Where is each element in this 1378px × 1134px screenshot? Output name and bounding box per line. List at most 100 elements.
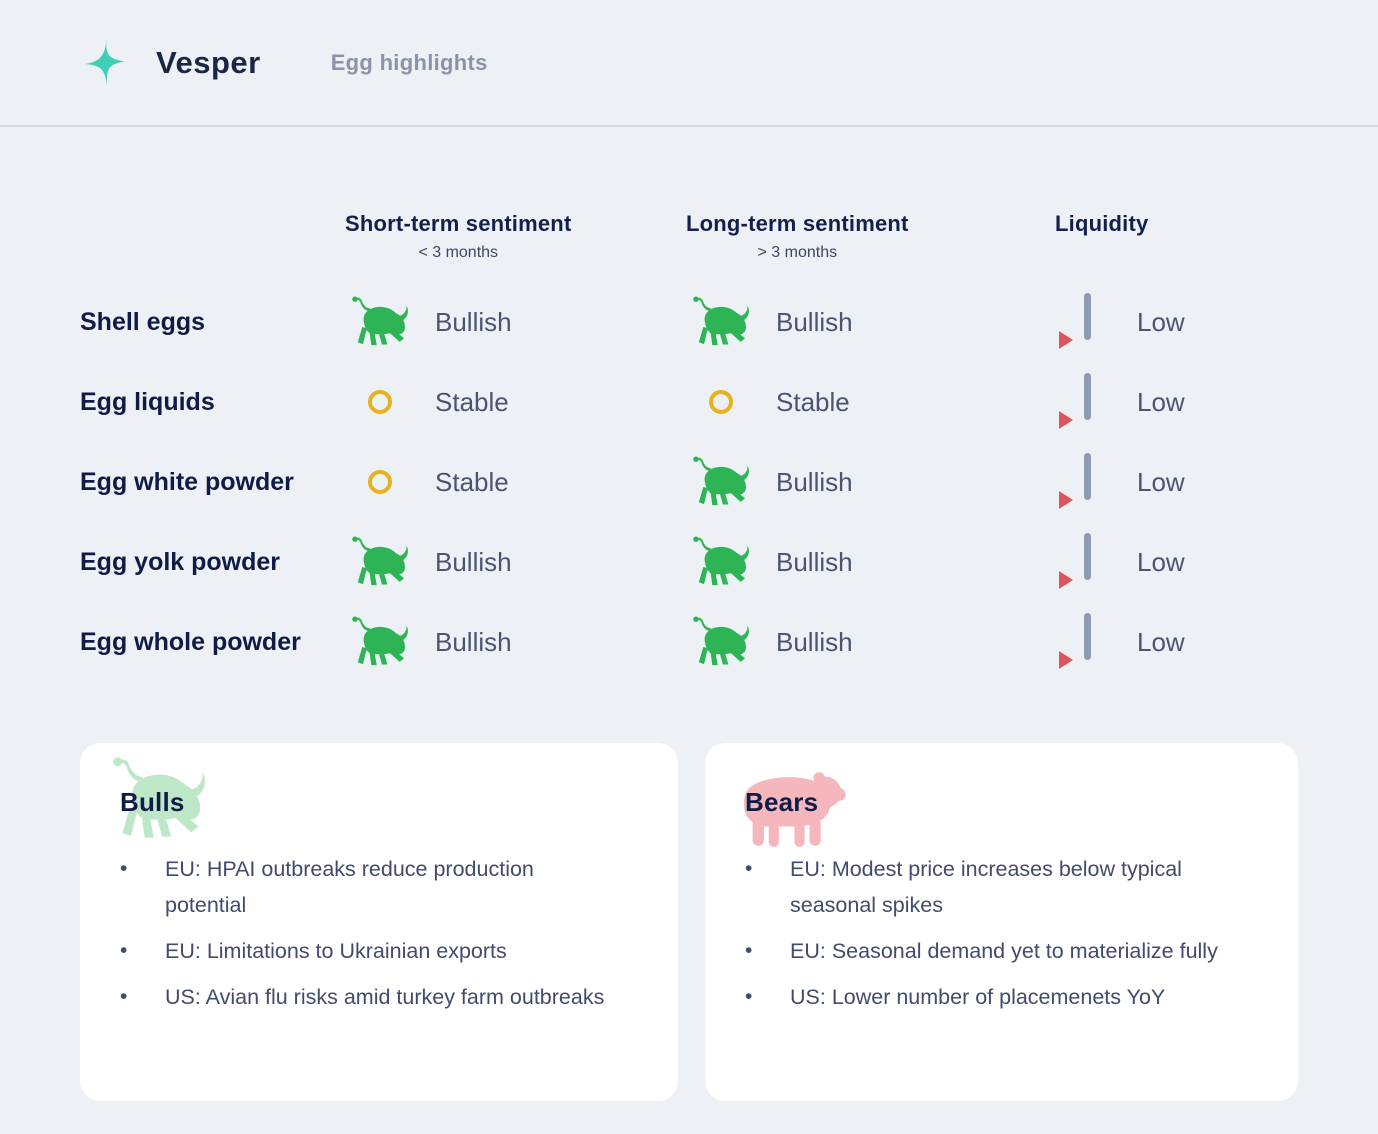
long-term-sentiment-cell: Bullish xyxy=(686,522,1055,602)
table-body: Shell eggs Bullish Bullish xyxy=(80,282,1378,682)
liquidity-cell: Low xyxy=(1055,602,1378,682)
sentiment-icon-slot xyxy=(345,615,415,669)
sentiment-label: Bullish xyxy=(435,306,512,337)
sentiment-label: Bullish xyxy=(435,546,512,577)
short-term-sentiment-cell: Stable xyxy=(345,362,686,442)
list-item-text: EU: Seasonal demand yet to materialize f… xyxy=(790,939,1218,963)
table-header-row: Short-term sentiment < 3 months Long-ter… xyxy=(80,211,1378,262)
triangle-right-icon xyxy=(1059,651,1073,669)
bull-icon xyxy=(347,615,413,669)
liquidity-bar xyxy=(1084,613,1091,660)
long-term-sentiment-cell: Bullish xyxy=(686,282,1055,362)
stable-circle-icon xyxy=(368,470,392,494)
short-term-sentiment-cell: Bullish xyxy=(345,602,686,682)
list-item-text: EU: Modest price increases below typical… xyxy=(790,857,1182,917)
sentiment-label: Bullish xyxy=(776,546,853,577)
bullet-dot: • xyxy=(120,939,128,962)
liquidity-bar xyxy=(1084,533,1091,580)
app-header: Vesper Egg highlights xyxy=(0,0,1378,127)
bull-icon xyxy=(688,535,754,589)
bears-card-header: Bears xyxy=(705,743,1298,843)
column-header-long-term: Long-term sentiment > 3 months xyxy=(686,211,909,262)
bull-icon xyxy=(688,455,754,509)
product-label: Shell eggs xyxy=(80,307,206,336)
list-item: • EU: HPAI outbreaks reduce production p… xyxy=(120,851,678,923)
sentiment-icon-slot xyxy=(345,390,415,414)
bull-icon xyxy=(347,535,413,589)
liquidity-bar xyxy=(1084,293,1091,340)
product-label: Egg yolk powder xyxy=(80,547,281,576)
bullet-dot: • xyxy=(745,985,753,1008)
liquidity-cell: Low xyxy=(1055,362,1378,442)
product-label: Egg white powder xyxy=(80,467,294,496)
sparkle-logo-icon xyxy=(80,38,130,88)
bullet-dot: • xyxy=(120,985,128,1008)
stable-circle-icon xyxy=(368,390,392,414)
list-item-text: US: Avian flu risks amid turkey farm out… xyxy=(165,985,605,1009)
sentiment-icon-slot xyxy=(686,535,756,589)
list-item-text: EU: HPAI outbreaks reduce production pot… xyxy=(165,857,534,917)
main-content: Short-term sentiment < 3 months Long-ter… xyxy=(0,211,1378,1101)
liquidity-label: Low xyxy=(1137,546,1185,577)
sentiment-label: Stable xyxy=(776,386,850,417)
highlight-cards: Bulls • EU: HPAI outbreaks reduce produc… xyxy=(80,743,1378,1101)
column-label: Short-term sentiment xyxy=(345,211,572,236)
brand-name: Vesper xyxy=(156,44,261,80)
liquidity-gauge xyxy=(1057,373,1091,431)
sentiment-label: Stable xyxy=(435,386,509,417)
bullet-dot: • xyxy=(745,857,753,880)
long-term-sentiment-cell: Bullish xyxy=(686,602,1055,682)
sentiment-table: Short-term sentiment < 3 months Long-ter… xyxy=(80,211,1378,682)
liquidity-gauge xyxy=(1057,453,1091,511)
sentiment-label: Stable xyxy=(435,466,509,497)
column-label: Liquidity xyxy=(1055,211,1149,236)
header-spacer xyxy=(80,211,345,262)
liquidity-cell: Low xyxy=(1055,522,1378,602)
page-title: Egg highlights xyxy=(330,49,488,75)
long-term-sentiment-cell: Bullish xyxy=(686,442,1055,522)
sentiment-icon-slot xyxy=(686,615,756,669)
liquidity-bar xyxy=(1084,453,1091,500)
long-term-sentiment-cell: Stable xyxy=(686,362,1055,442)
bullet-dot: • xyxy=(745,939,753,962)
bullet-dot: • xyxy=(120,857,128,880)
column-header-short-term: Short-term sentiment < 3 months xyxy=(345,211,571,262)
liquidity-cell: Low xyxy=(1055,442,1378,522)
sentiment-icon-slot xyxy=(345,295,415,349)
liquidity-gauge xyxy=(1057,613,1091,671)
triangle-right-icon xyxy=(1059,571,1073,589)
bull-icon xyxy=(688,615,754,669)
list-item: • US: Avian flu risks amid turkey farm o… xyxy=(120,979,678,1015)
column-sublabel: > 3 months xyxy=(757,244,838,261)
list-item: • EU: Modest price increases below typic… xyxy=(745,851,1298,923)
bulls-card-title: Bulls xyxy=(120,787,185,817)
column-label: Long-term sentiment xyxy=(686,211,909,236)
list-item: • US: Lower number of placemenets YoY xyxy=(745,979,1298,1015)
list-item: • EU: Seasonal demand yet to materialize… xyxy=(745,933,1298,969)
triangle-right-icon xyxy=(1059,331,1073,349)
bears-list: • EU: Modest price increases below typic… xyxy=(705,851,1298,1015)
sentiment-icon-slot xyxy=(345,535,415,589)
liquidity-label: Low xyxy=(1137,386,1185,417)
bull-icon xyxy=(688,295,754,349)
bulls-card-header: Bulls xyxy=(80,743,678,843)
liquidity-label: Low xyxy=(1137,626,1185,657)
short-term-sentiment-cell: Bullish xyxy=(345,522,686,602)
sentiment-icon-slot xyxy=(686,295,756,349)
bears-card-title: Bears xyxy=(745,787,819,817)
liquidity-gauge xyxy=(1057,533,1091,591)
triangle-right-icon xyxy=(1059,491,1073,509)
sentiment-label: Bullish xyxy=(435,626,512,657)
triangle-right-icon xyxy=(1059,411,1073,429)
list-item-text: EU: Limitations to Ukrainian exports xyxy=(165,939,507,963)
bulls-card: Bulls • EU: HPAI outbreaks reduce produc… xyxy=(80,743,678,1101)
list-item: • EU: Limitations to Ukrainian exports xyxy=(120,933,678,969)
sentiment-icon-slot xyxy=(686,390,756,414)
short-term-sentiment-cell: Bullish xyxy=(345,282,686,362)
product-label: Egg liquids xyxy=(80,387,215,416)
sentiment-label: Bullish xyxy=(776,466,853,497)
sentiment-label: Bullish xyxy=(776,626,853,657)
bulls-list: • EU: HPAI outbreaks reduce production p… xyxy=(80,851,678,1015)
sentiment-icon-slot xyxy=(686,455,756,509)
